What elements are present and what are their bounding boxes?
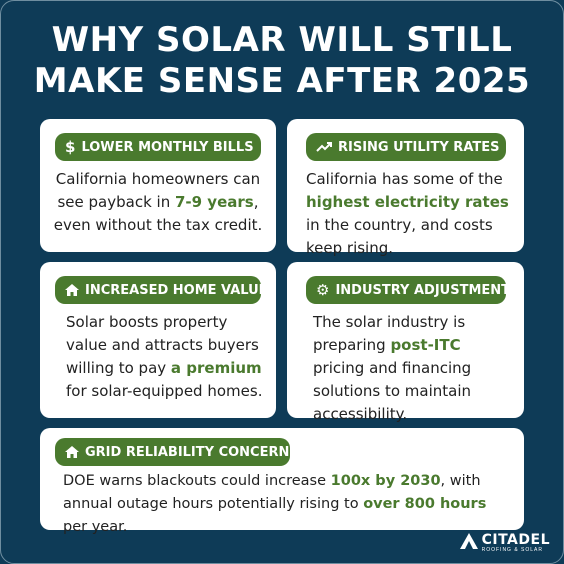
card-body: Solar boosts property value and attracts… <box>66 313 263 400</box>
card-grid-reliability-concerns: GRID RELIABILITY CONCERNS DOE warns blac… <box>40 428 524 535</box>
highlight-text: 7-9 years <box>174 193 254 211</box>
card-heading: GRID RELIABILITY CONCERNS <box>85 444 299 460</box>
highlight-text: 100x by 2030 <box>330 473 441 489</box>
card-heading-badge: INCREASED HOME VALUE <box>55 276 268 304</box>
card-heading-badge: ⚙ INDUSTRY ADJUSTMENTS <box>306 276 519 304</box>
highlight-text: post-ITC <box>390 336 461 354</box>
card-heading: RISING UTILITY RATES <box>338 139 500 155</box>
card-industry-adjustments: ⚙ INDUSTRY ADJUSTMENTS The solar industr… <box>287 262 524 423</box>
gear-icon: ⚙ <box>316 281 330 299</box>
card-body: California homeowners can see payback in… <box>53 170 263 234</box>
card-heading-badge: GRID RELIABILITY CONCERNS <box>55 438 299 466</box>
dollar-icon: $ <box>65 138 76 156</box>
card-increased-home-value: INCREASED HOME VALUE Solar boosts proper… <box>40 262 276 418</box>
card-body: The solar industry is preparing post-ITC… <box>313 313 472 423</box>
trending-up-icon <box>316 139 332 155</box>
card-heading: INDUSTRY ADJUSTMENTS <box>335 282 520 298</box>
title-line-1: WHY SOLAR WILL STILL <box>51 20 513 60</box>
card-rising-utility-rates: RISING UTILITY RATES California has some… <box>287 119 524 257</box>
logo-tagline: ROOFING & SOLAR <box>481 547 544 553</box>
highlight-text: over 800 hours <box>363 496 487 512</box>
citadel-logo: CITADEL ROOFING & SOLAR <box>459 532 550 554</box>
home-icon <box>65 444 79 460</box>
highlight-text: a premium <box>170 359 262 377</box>
card-heading-badge: RISING UTILITY RATES <box>306 133 506 161</box>
roof-icon <box>459 533 478 554</box>
card-lower-monthly-bills: $ LOWER MONTHLY BILLS California homeown… <box>40 119 276 252</box>
logo-name: CITADEL <box>481 532 550 548</box>
home-icon <box>65 282 79 298</box>
card-body: DOE warns blackouts could increase 100x … <box>63 473 487 535</box>
highlight-text: highest electricity rates <box>306 193 509 211</box>
card-body: California has some of the highest elect… <box>306 170 509 257</box>
card-heading: INCREASED HOME VALUE <box>85 282 268 298</box>
title-line-2: MAKE SENSE AFTER 2025 <box>33 61 531 101</box>
card-heading-badge: $ LOWER MONTHLY BILLS <box>55 133 261 161</box>
page-title: WHY SOLAR WILL STILL MAKE SENSE AFTER 20… <box>0 20 564 102</box>
card-heading: LOWER MONTHLY BILLS <box>81 139 254 155</box>
